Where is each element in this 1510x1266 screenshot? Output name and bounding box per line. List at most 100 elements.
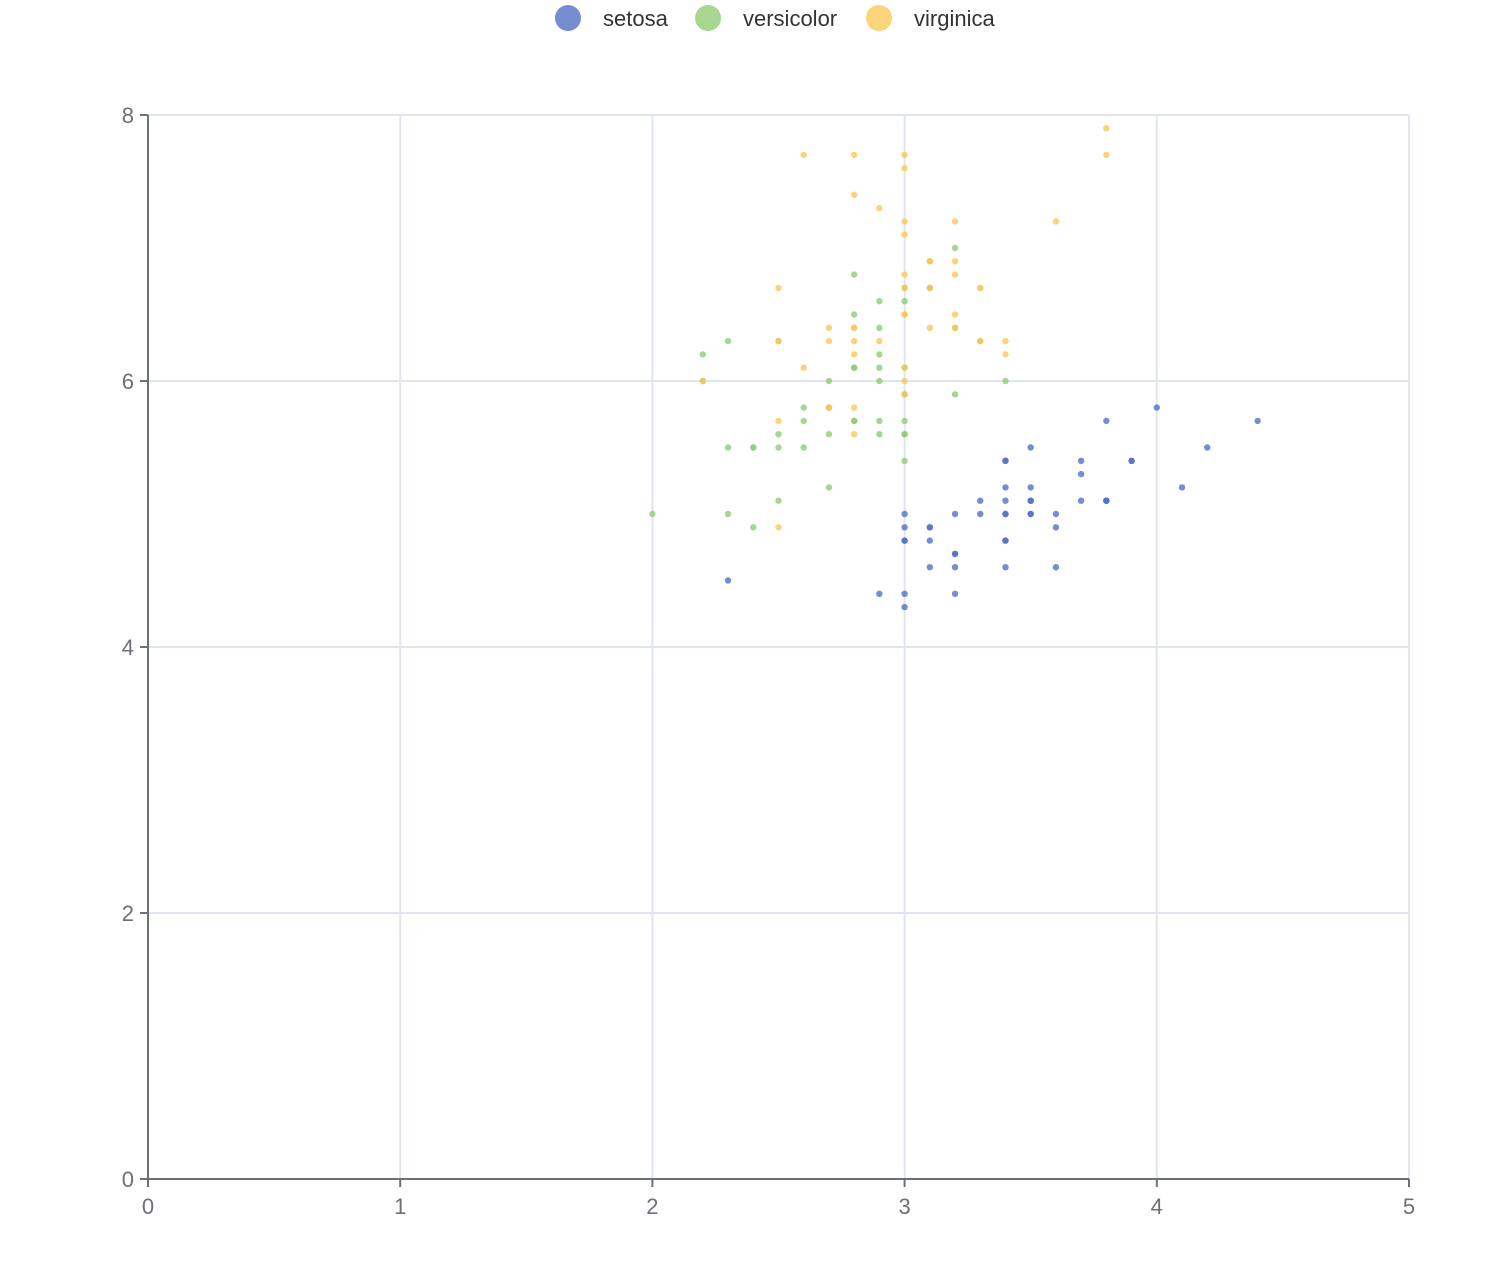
- legend-item-virginica[interactable]: virginica: [866, 5, 995, 31]
- legend-marker-versicolor: [695, 5, 721, 31]
- versicolor-point: [750, 524, 757, 531]
- versicolor-point: [800, 417, 807, 425]
- versicolor-point: [649, 510, 656, 518]
- setosa-point: [1027, 497, 1034, 504]
- versicolor-point: [850, 311, 858, 318]
- virginica-point: [876, 204, 883, 212]
- grid-lines: [148, 114, 1410, 1179]
- versicolor-point: [724, 510, 732, 518]
- versicolor-point: [876, 431, 883, 438]
- versicolor-point: [951, 244, 959, 252]
- versicolor-point: [750, 444, 757, 451]
- setosa-point: [1077, 457, 1085, 464]
- setosa-point: [1077, 497, 1085, 504]
- setosa-point: [724, 577, 732, 584]
- virginica-point: [699, 377, 707, 385]
- legend[interactable]: setosa versicolor virginica: [555, 5, 995, 31]
- setosa-point: [1178, 484, 1186, 491]
- y-tick-label: 6: [122, 369, 134, 394]
- virginica-point: [901, 218, 908, 225]
- setosa-point: [901, 537, 908, 544]
- virginica-point: [901, 271, 908, 278]
- setosa-point: [1052, 524, 1060, 531]
- legend-label-versicolor: versicolor: [743, 6, 837, 31]
- virginica-point: [926, 324, 934, 331]
- setosa-point: [1153, 404, 1161, 411]
- setosa-point: [1128, 457, 1135, 464]
- setosa-point: [1077, 470, 1085, 478]
- virginica-point: [951, 324, 959, 331]
- setosa-point: [926, 524, 934, 531]
- versicolor-point: [850, 364, 858, 371]
- virginica-point: [1002, 351, 1009, 358]
- setosa-point: [1002, 457, 1009, 464]
- versicolor-point: [825, 484, 833, 491]
- virginica-point: [951, 218, 959, 225]
- setosa-point: [1103, 497, 1110, 504]
- virginica-point: [901, 391, 908, 398]
- x-tick-label: 4: [1151, 1194, 1163, 1219]
- setosa-point: [1027, 510, 1034, 518]
- versicolor-point: [775, 431, 782, 438]
- versicolor-point: [724, 337, 732, 345]
- virginica-point: [775, 284, 782, 292]
- virginica-point: [850, 404, 858, 411]
- versicolor-point: [850, 271, 858, 278]
- versicolor-point: [825, 431, 833, 438]
- virginica-point: [1002, 337, 1009, 345]
- setosa-point: [1052, 564, 1060, 571]
- setosa-point: [901, 510, 908, 518]
- setosa-point: [977, 510, 984, 518]
- virginica-point: [1052, 218, 1060, 225]
- setosa-point: [1002, 484, 1009, 491]
- virginica-point: [901, 231, 908, 238]
- virginica-point: [901, 311, 908, 318]
- legend-item-setosa[interactable]: setosa: [555, 5, 669, 31]
- versicolor-point: [1002, 377, 1009, 385]
- virginica-point: [850, 431, 858, 438]
- setosa-point: [1002, 564, 1009, 571]
- versicolor-point: [876, 377, 883, 385]
- virginica-point: [901, 151, 908, 159]
- y-tick-label: 0: [122, 1167, 134, 1192]
- virginica-point: [926, 258, 934, 265]
- virginica-point: [800, 364, 807, 371]
- versicolor-point: [901, 431, 908, 438]
- versicolor-point: [901, 457, 908, 464]
- virginica-point: [901, 165, 908, 172]
- versicolor-point: [876, 351, 883, 358]
- legend-item-versicolor[interactable]: versicolor: [695, 5, 837, 31]
- versicolor-point: [775, 444, 782, 451]
- versicolor-point: [800, 444, 807, 451]
- versicolor-point: [901, 417, 908, 425]
- virginica-point: [850, 151, 858, 159]
- legend-label-virginica: virginica: [914, 6, 995, 31]
- virginica-point: [800, 151, 807, 159]
- virginica-point: [901, 377, 908, 385]
- virginica-point: [850, 191, 858, 198]
- virginica-point: [825, 324, 833, 331]
- setosa-point: [1002, 497, 1009, 504]
- virginica-point: [901, 364, 908, 371]
- versicolor-point: [876, 417, 883, 425]
- versicolor-point: [724, 444, 732, 451]
- setosa-point: [926, 564, 934, 571]
- legend-label-setosa: setosa: [603, 6, 669, 31]
- virginica-point: [825, 404, 833, 411]
- legend-marker-virginica: [866, 5, 892, 31]
- setosa-point: [876, 590, 883, 597]
- virginica-point: [775, 417, 782, 425]
- versicolor-point: [876, 298, 883, 305]
- setosa-point: [1027, 484, 1034, 491]
- virginica-point: [850, 324, 858, 331]
- versicolor-point: [850, 417, 858, 425]
- virginica-point: [1103, 125, 1110, 132]
- virginica-point: [876, 337, 883, 345]
- setosa-point: [951, 550, 959, 558]
- virginica-point: [1103, 151, 1110, 159]
- versicolor-point: [951, 391, 959, 398]
- versicolor-point: [800, 404, 807, 411]
- setosa-point: [1103, 417, 1110, 425]
- virginica-point: [825, 337, 833, 345]
